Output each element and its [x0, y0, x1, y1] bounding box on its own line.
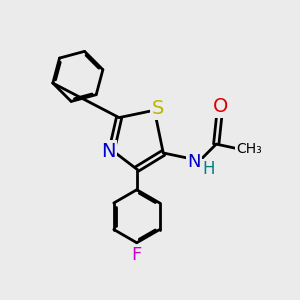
Text: N: N [188, 153, 201, 171]
Text: S: S [152, 99, 164, 118]
Text: H: H [202, 160, 215, 178]
Text: F: F [132, 246, 142, 264]
Text: O: O [213, 97, 228, 116]
Text: CH₃: CH₃ [236, 142, 262, 155]
Text: N: N [101, 142, 116, 161]
